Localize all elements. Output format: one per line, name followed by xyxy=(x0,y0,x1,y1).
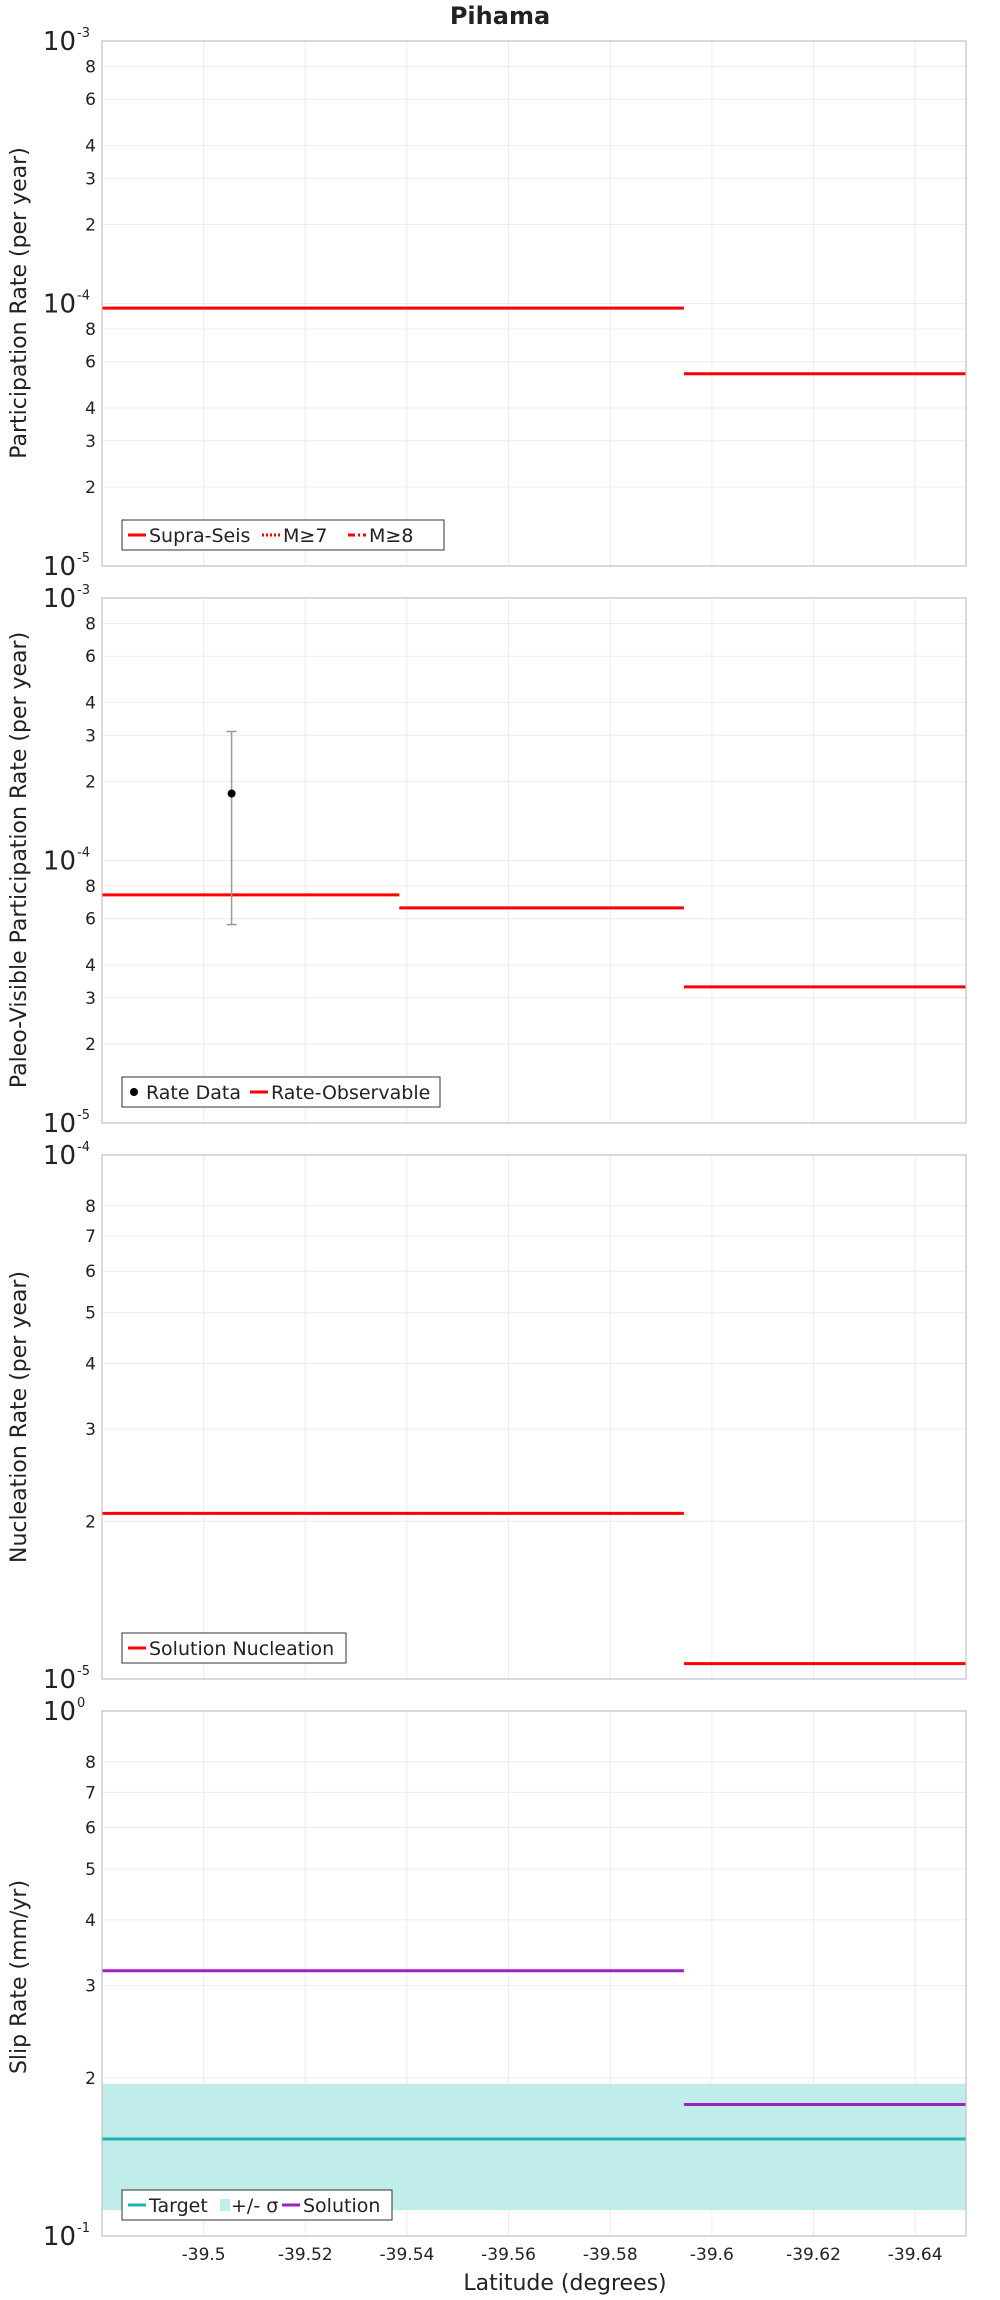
y-tick-label: 10 xyxy=(43,1697,76,1727)
y-tick-label: 10 xyxy=(43,1109,76,1139)
y-tick-exponent: -5 xyxy=(77,551,90,566)
y-tick-label: 4 xyxy=(85,693,96,713)
y-tick-label: 2 xyxy=(85,478,96,498)
legend-box xyxy=(121,1076,441,1108)
y-tick-label: 3 xyxy=(85,989,96,1009)
x-tick-label: -39.62 xyxy=(786,2245,841,2265)
y-tick-exponent: -4 xyxy=(77,846,90,861)
y-tick-label: 2 xyxy=(85,1035,96,1055)
plot-frame xyxy=(101,40,967,567)
y-tick-label: 7 xyxy=(85,1783,96,1803)
legend-box xyxy=(121,519,445,551)
x-tick-label: -39.64 xyxy=(888,2245,943,2265)
y-tick-label: 10 xyxy=(43,2222,76,2252)
chart-title: Pihama xyxy=(450,2,550,30)
y-tick-label: 10 xyxy=(43,1665,76,1695)
legend: Target +/- σ Solution xyxy=(121,2189,393,2221)
y-tick-exponent: -4 xyxy=(77,1140,90,1155)
y-tick-label: 8 xyxy=(85,1197,96,1217)
y-tick-label: 4 xyxy=(85,1911,96,1931)
legend-entry: Rate-Observable xyxy=(271,1082,430,1104)
x-tick-label: -39.6 xyxy=(690,2245,734,2265)
paleo-rate-panel: Paleo-Visible Participation Rate (per ye… xyxy=(7,583,967,1139)
y-tick-label: 8 xyxy=(85,614,96,634)
legend: Supra-Seis M≥7 M≥8 xyxy=(121,519,445,551)
y-tick-label: 3 xyxy=(85,1420,96,1440)
y-tick-label: 6 xyxy=(85,353,96,373)
y-tick-label: 8 xyxy=(85,57,96,77)
legend: Rate Data Rate-Observable xyxy=(121,1076,441,1108)
legend: Solution Nucleation xyxy=(121,1632,347,1664)
x-tick-label: -39.5 xyxy=(182,2245,226,2265)
y-tick-exponent: -5 xyxy=(77,1664,90,1679)
y-tick-label: 4 xyxy=(85,956,96,976)
legend-entry: Solution xyxy=(303,2195,380,2217)
y-tick-label: 7 xyxy=(85,1227,96,1247)
y-tick-label: 8 xyxy=(85,877,96,897)
y-tick-label: 10 xyxy=(43,552,76,582)
legend-swatch xyxy=(130,1088,138,1096)
y-tick-exponent: -1 xyxy=(77,2221,90,2236)
y-tick-label: 3 xyxy=(85,1977,96,1997)
y-tick-label: 10 xyxy=(43,584,76,614)
legend-entry: M≥7 xyxy=(283,525,327,547)
legend-swatch xyxy=(220,2199,230,2211)
y-tick-label: 10 xyxy=(43,290,76,320)
y-tick-label: 10 xyxy=(43,1141,76,1171)
x-tick-label: -39.58 xyxy=(583,2245,638,2265)
y-tick-label: 3 xyxy=(85,169,96,189)
y-axis-label-nucleation: Nucleation Rate (per year) xyxy=(7,1271,32,1563)
y-tick-label: 2 xyxy=(85,1512,96,1532)
y-tick-label: 5 xyxy=(85,1860,96,1880)
plot-frame xyxy=(101,1710,967,2237)
y-tick-label: 3 xyxy=(85,432,96,452)
y-tick-label: 4 xyxy=(85,136,96,156)
y-tick-exponent: -3 xyxy=(77,583,90,598)
x-tick-label: -39.56 xyxy=(481,2245,536,2265)
legend-entry: M≥8 xyxy=(369,525,413,547)
y-axis-label-slip: Slip Rate (mm/yr) xyxy=(7,1880,32,2074)
legend-entry: Rate Data xyxy=(146,1082,241,1104)
y-tick-label: 6 xyxy=(85,1818,96,1838)
y-tick-label: 2 xyxy=(85,215,96,235)
legend-entry: Supra-Seis xyxy=(149,525,250,547)
y-tick-label: 3 xyxy=(85,726,96,746)
y-tick-label: 8 xyxy=(85,1753,96,1773)
x-tick-label: -39.52 xyxy=(278,2245,333,2265)
y-tick-label: 2 xyxy=(85,772,96,792)
y-tick-label: 10 xyxy=(43,27,76,57)
legend-entry: Target xyxy=(148,2195,208,2217)
y-axis-label-paleo: Paleo-Visible Participation Rate (per ye… xyxy=(7,632,32,1088)
legend-box xyxy=(121,2189,393,2221)
legend-entry: +/- σ xyxy=(231,2195,278,2217)
legend-box xyxy=(121,1632,347,1664)
x-tick-label: -39.54 xyxy=(380,2245,435,2265)
plot-frame xyxy=(101,1154,967,1680)
y-tick-label: 6 xyxy=(85,647,96,667)
plot-frame xyxy=(101,597,967,1124)
y-tick-label: 2 xyxy=(85,2069,96,2089)
participation-rate-panel: Participation Rate (per year) 10 -3864321… xyxy=(7,26,967,582)
y-tick-label: 6 xyxy=(85,1262,96,1282)
y-tick-exponent: -3 xyxy=(77,26,90,41)
y-tick-exponent: -5 xyxy=(77,1108,90,1123)
y-tick-label: 4 xyxy=(85,399,96,419)
x-axis-ticks: -39.5 -39.52 -39.54 -39.56 -39.58 -39.6 -39.62… xyxy=(182,2245,943,2265)
y-tick-label: 8 xyxy=(85,320,96,340)
y-tick-label: 10 xyxy=(43,847,76,877)
rate-data-point xyxy=(227,789,236,798)
x-axis-label: Latitude (degrees) xyxy=(463,2271,666,2296)
y-tick-exponent: 0 xyxy=(77,1696,85,1711)
y-tick-label: 6 xyxy=(85,90,96,110)
legend-entry: Solution Nucleation xyxy=(149,1638,334,1660)
nucleation-rate-panel: Nucleation Rate (per year) 10 -4876543210… xyxy=(7,1140,967,1695)
y-tick-label: 4 xyxy=(85,1355,96,1375)
y-tick-label: 6 xyxy=(85,910,96,930)
y-axis-label-participation: Participation Rate (per year) xyxy=(7,147,32,459)
y-tick-label: 5 xyxy=(85,1304,96,1324)
y-tick-exponent: -4 xyxy=(77,289,90,304)
